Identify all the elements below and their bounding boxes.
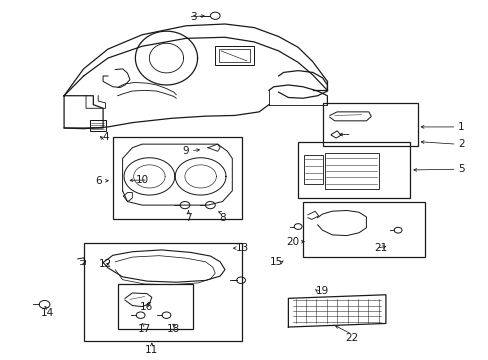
Text: 14: 14 bbox=[41, 308, 54, 318]
Text: 15: 15 bbox=[269, 257, 282, 267]
Text: 8: 8 bbox=[219, 213, 225, 222]
Bar bbox=[325, 153, 378, 189]
Text: 13: 13 bbox=[235, 243, 248, 253]
Text: 18: 18 bbox=[167, 324, 180, 334]
Bar bbox=[90, 121, 105, 131]
Text: 20: 20 bbox=[286, 237, 299, 247]
Text: 12: 12 bbox=[99, 259, 112, 269]
Bar bbox=[322, 103, 417, 146]
Text: 17: 17 bbox=[138, 324, 151, 334]
Text: 21: 21 bbox=[374, 243, 387, 253]
Bar bbox=[303, 202, 424, 257]
Text: 22: 22 bbox=[345, 333, 358, 343]
Bar bbox=[83, 243, 242, 341]
Bar bbox=[304, 155, 322, 184]
Text: 3: 3 bbox=[190, 12, 196, 22]
Text: 16: 16 bbox=[139, 302, 152, 312]
Text: 19: 19 bbox=[315, 286, 328, 296]
Text: 11: 11 bbox=[145, 345, 158, 355]
Text: 5: 5 bbox=[457, 164, 464, 174]
Text: 2: 2 bbox=[457, 139, 464, 149]
Text: 6: 6 bbox=[95, 176, 102, 186]
Bar bbox=[118, 284, 193, 329]
Text: 7: 7 bbox=[185, 213, 191, 222]
Bar bbox=[215, 45, 254, 65]
Text: 1: 1 bbox=[457, 122, 464, 132]
Text: 4: 4 bbox=[102, 132, 109, 142]
Bar bbox=[219, 49, 250, 62]
Bar bbox=[298, 142, 409, 198]
Bar bbox=[113, 137, 242, 220]
Text: 9: 9 bbox=[183, 145, 189, 156]
Text: 10: 10 bbox=[135, 175, 148, 185]
